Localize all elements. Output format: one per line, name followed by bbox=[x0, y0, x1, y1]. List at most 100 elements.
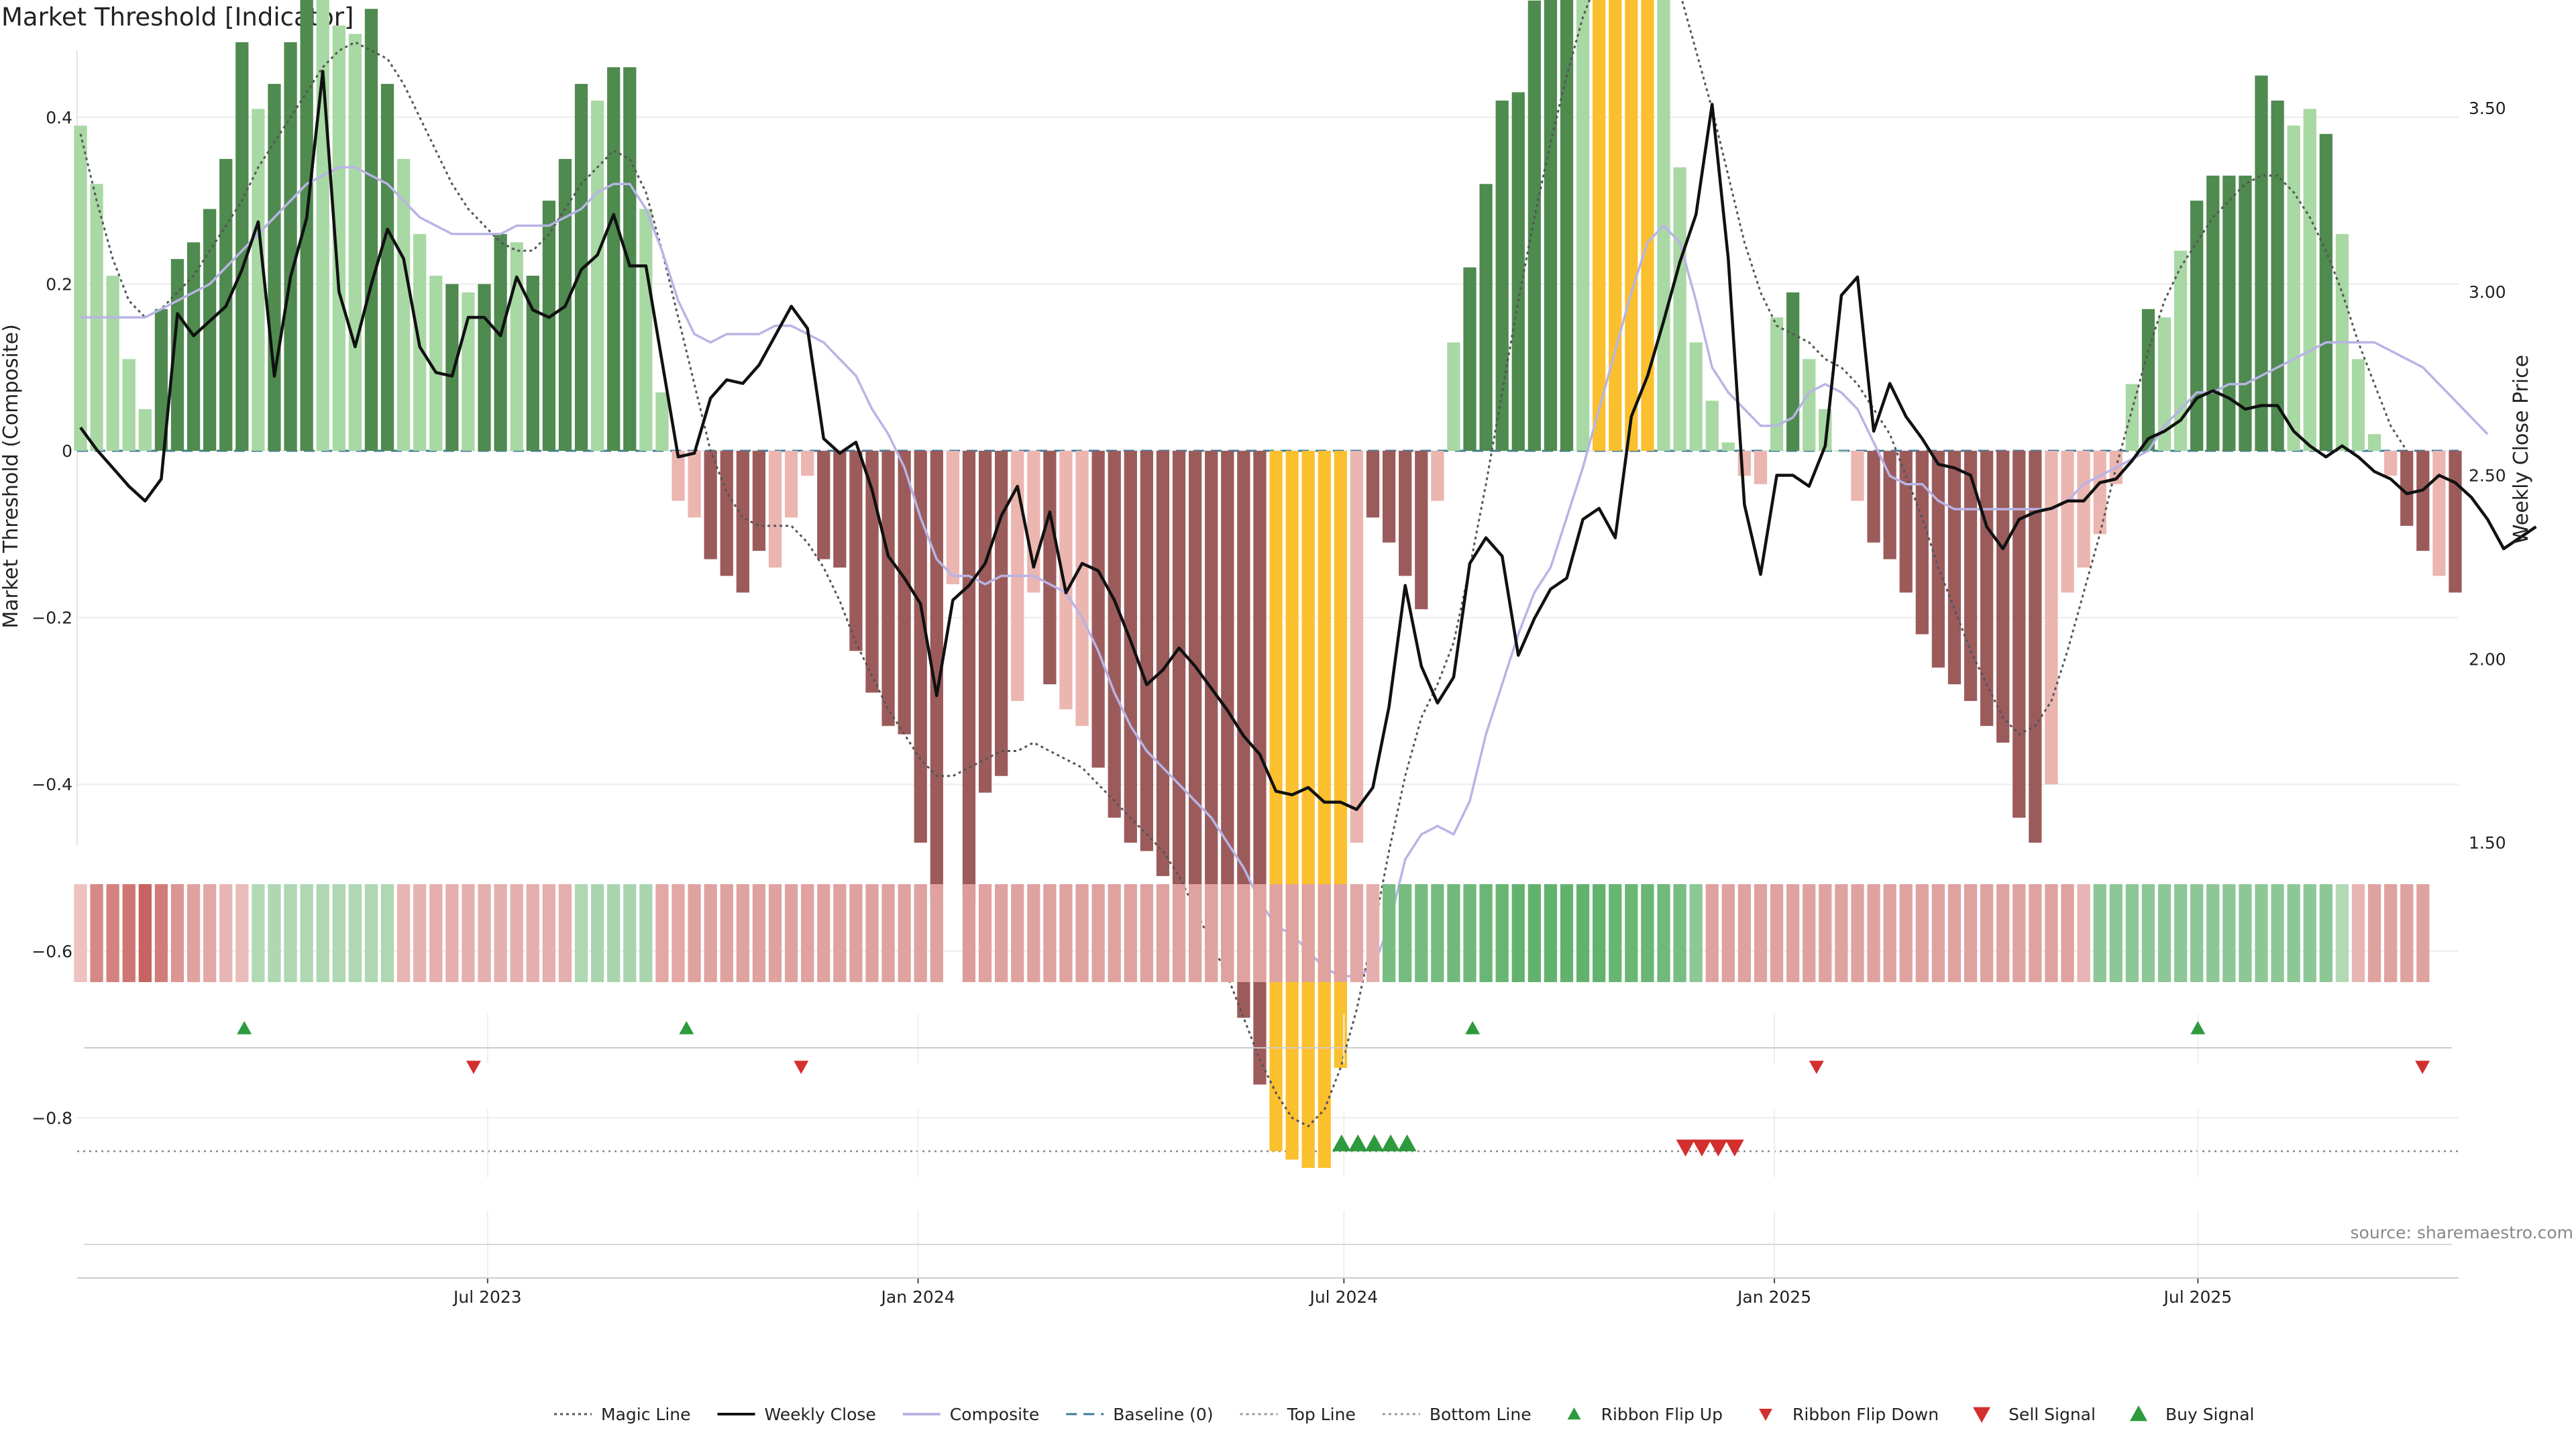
composite-bar bbox=[1059, 451, 1073, 710]
composite-bar bbox=[2206, 175, 2220, 451]
x-tick-label: Jul 2023 bbox=[452, 1287, 522, 1307]
chart-title: Market Threshold [Indicator] bbox=[1, 3, 354, 32]
composite-bar bbox=[300, 0, 313, 451]
composite-bar bbox=[2157, 317, 2171, 451]
composite-bar bbox=[1689, 342, 1703, 451]
ribbon-cell bbox=[364, 884, 378, 982]
composite-bar bbox=[1205, 451, 1218, 960]
y-tick-left: −0.2 bbox=[32, 608, 72, 628]
y-tick-right: 1.50 bbox=[2469, 833, 2506, 853]
ribbon-cell bbox=[752, 884, 766, 982]
legend-swatch bbox=[2129, 1405, 2147, 1421]
ribbon-cell bbox=[1350, 884, 1364, 982]
ribbon-cell bbox=[2077, 884, 2090, 982]
composite-bar bbox=[898, 451, 911, 735]
ribbon-cell bbox=[2029, 884, 2042, 982]
ribbon-cell bbox=[494, 884, 507, 982]
composite-bar bbox=[946, 451, 960, 584]
composite-bar bbox=[2125, 384, 2139, 451]
ribbon-cell bbox=[1527, 884, 1541, 982]
composite-bar bbox=[1673, 167, 1686, 451]
composite-bar bbox=[801, 451, 814, 476]
ribbon-flip-up-marker bbox=[679, 1021, 694, 1034]
composite-bar bbox=[1576, 0, 1590, 451]
ribbon-cell bbox=[380, 884, 394, 982]
ribbon-flip-down-marker bbox=[794, 1061, 809, 1074]
ribbon-cell bbox=[1140, 884, 1154, 982]
ribbon-cell bbox=[1495, 884, 1509, 982]
composite-bar bbox=[1399, 451, 1412, 576]
ribbon-cell bbox=[833, 884, 847, 982]
ribbon-cell bbox=[90, 884, 103, 982]
ribbon-cell bbox=[1641, 884, 1654, 982]
ribbon-cell bbox=[1108, 884, 1121, 982]
ribbon-cell bbox=[1980, 884, 1994, 982]
ribbon-cell bbox=[1754, 884, 1768, 982]
ribbon-cell bbox=[1576, 884, 1590, 982]
ribbon-cell bbox=[1625, 884, 1638, 982]
composite-bar bbox=[2351, 359, 2365, 451]
ribbon-cell bbox=[526, 884, 539, 982]
ribbon-cell bbox=[2109, 884, 2123, 982]
legend-swatch bbox=[1973, 1407, 1991, 1423]
ribbon-cell bbox=[1285, 884, 1299, 982]
composite-bar bbox=[1996, 451, 2010, 743]
legend-label: Sell Signal bbox=[2008, 1405, 2096, 1424]
y-tick-right: 2.00 bbox=[2469, 649, 2506, 669]
ribbon-cell bbox=[1075, 884, 1089, 982]
ribbon-cell bbox=[1366, 884, 1380, 982]
composite-bar bbox=[1770, 317, 1784, 451]
legend-item: Ribbon Flip Down bbox=[1758, 1405, 1939, 1424]
ribbon-cell bbox=[1803, 884, 1816, 982]
composite-bar bbox=[1189, 451, 1202, 918]
ribbon-cell bbox=[1609, 884, 1622, 982]
legend-label: Ribbon Flip Down bbox=[1792, 1405, 1939, 1424]
ribbon-cell bbox=[558, 884, 572, 982]
composite-bar bbox=[1641, 0, 1654, 451]
legend-label: Bottom Line bbox=[1430, 1405, 1532, 1424]
ribbon-cell bbox=[138, 884, 152, 982]
legend-item: Magic Line bbox=[554, 1405, 691, 1424]
ribbon-cell bbox=[2157, 884, 2171, 982]
composite-bar bbox=[494, 233, 507, 451]
legend-label: Composite bbox=[950, 1405, 1039, 1424]
ribbon-flip-down-marker bbox=[466, 1061, 481, 1074]
composite-bar bbox=[978, 451, 992, 793]
composite-bar bbox=[1124, 451, 1137, 843]
ribbon-cell bbox=[1705, 884, 1719, 982]
composite-bar bbox=[2400, 451, 2414, 526]
ribbon-cell bbox=[2303, 884, 2316, 982]
composite-bar bbox=[106, 275, 119, 451]
buy-signal-marker bbox=[1397, 1134, 1417, 1152]
ribbon-cell bbox=[2335, 884, 2349, 982]
composite-bar bbox=[1140, 451, 1154, 851]
ribbon-cell bbox=[1124, 884, 1137, 982]
ribbon-cell bbox=[1867, 884, 1880, 982]
ribbon-cell bbox=[268, 884, 281, 982]
ribbon-cell bbox=[1156, 884, 1170, 982]
ribbon-cell bbox=[590, 884, 604, 982]
ribbon-cell bbox=[865, 884, 879, 982]
ribbon-cell bbox=[639, 884, 653, 982]
ribbon-cell bbox=[2125, 884, 2139, 982]
composite-bar bbox=[1511, 92, 1525, 451]
composite-bar bbox=[590, 100, 604, 451]
composite-bar bbox=[348, 34, 362, 451]
ribbon-cell bbox=[898, 884, 911, 982]
legend-label: Magic Line bbox=[601, 1405, 691, 1424]
composite-bar bbox=[2287, 125, 2300, 451]
weekly-close-line bbox=[79, 70, 2537, 811]
composite-bar bbox=[1301, 451, 1315, 1168]
ribbon-cell bbox=[817, 884, 830, 982]
ribbon-cell bbox=[235, 884, 249, 982]
ribbon-cell bbox=[1544, 884, 1558, 982]
composite-bar bbox=[1754, 451, 1768, 484]
legend-label: Buy Signal bbox=[2165, 1405, 2255, 1424]
ribbon-cell bbox=[1059, 884, 1073, 982]
composite-bar bbox=[2077, 451, 2090, 568]
composite-bar bbox=[1447, 342, 1460, 451]
ribbon-cell bbox=[1786, 884, 1800, 982]
ribbon-cell bbox=[995, 884, 1008, 982]
composite-bar bbox=[1382, 451, 1396, 543]
composite-bar bbox=[881, 451, 895, 727]
